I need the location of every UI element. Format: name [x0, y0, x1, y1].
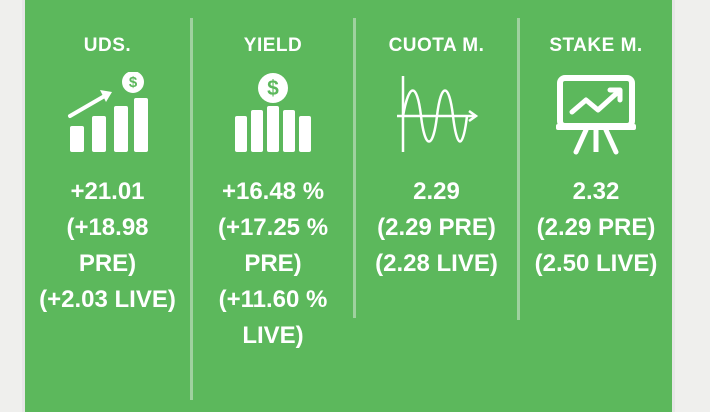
svg-text:$: $ [128, 74, 137, 91]
dollar-coin-bars-icon: $ [193, 64, 353, 164]
stat-column-uds: UDS. $ +21.01 (+18.98 PRE) (+2.03 LIVE) [25, 20, 190, 318]
value-line: (2.28 LIVE) [375, 250, 498, 277]
presentation-board-icon [520, 64, 672, 164]
value-line: (2.50 LIVE) [534, 250, 658, 277]
value-line: PRE) [78, 250, 137, 277]
column-divider [353, 18, 356, 318]
column-title: CUOTA M. [388, 35, 485, 56]
value-line: (+11.60 % [218, 286, 328, 313]
stat-column-cuota: CUOTA M. 2.29 (2.29 PRE) (2.28 LIVE) [356, 20, 517, 282]
value-line: 2.29 [413, 178, 460, 205]
value-line: PRE) [244, 250, 302, 277]
stat-column-stake: STAKE M. 2.32 (2.29 PRE) (2.50 LIVE) [520, 20, 672, 282]
stat-value: +21.01 (+18.98 PRE) (+2.03 LIVE) [25, 174, 190, 318]
value-line: +21.01 [70, 178, 145, 205]
svg-text:$: $ [267, 77, 279, 100]
column-title: YIELD [243, 35, 303, 56]
stat-value: 2.29 (2.29 PRE) (2.28 LIVE) [356, 174, 517, 282]
waveform-graph-icon [356, 64, 517, 164]
value-line: (2.29 PRE) [377, 214, 496, 241]
value-line: 2.32 [572, 178, 620, 205]
stat-value: +16.48 % (+17.25 % PRE) (+11.60 % LIVE) [193, 174, 353, 354]
value-line: LIVE) [242, 322, 304, 349]
stat-value: 2.32 (2.29 PRE) (2.50 LIVE) [520, 174, 672, 282]
value-line: (+18.98 [66, 214, 149, 241]
stats-panel: UDS. $ +21.01 (+18.98 PRE) (+2.03 LIVE) … [22, 0, 675, 412]
growth-chart-dollar-icon: $ [25, 64, 190, 164]
value-line: +16.48 % [221, 178, 325, 205]
stat-column-yield: YIELD $ +16.48 % (+17.25 % PRE) (+11.60 … [193, 20, 353, 354]
column-title: STAKE M. [549, 35, 643, 56]
value-line: (+2.03 LIVE) [39, 286, 176, 313]
column-divider [190, 18, 193, 400]
column-title: UDS. [83, 35, 132, 56]
column-divider [517, 18, 520, 320]
value-line: (+17.25 % [217, 214, 329, 241]
value-line: (2.29 PRE) [536, 214, 656, 241]
